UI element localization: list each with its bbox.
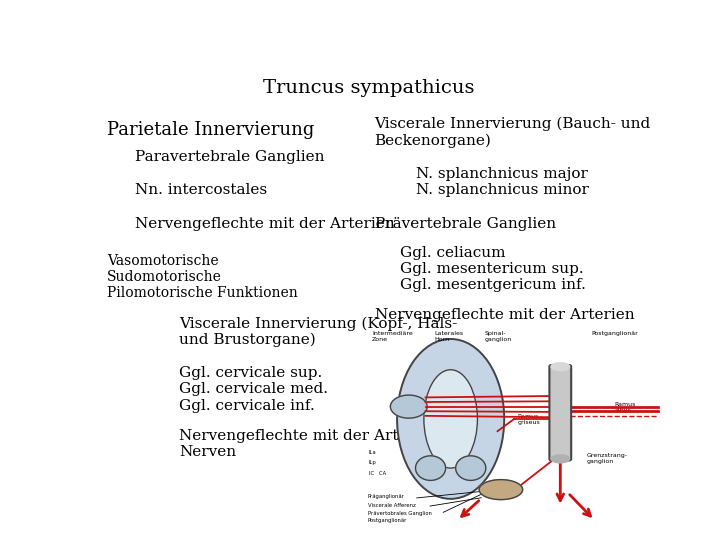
Text: N. splanchnicus major
N. splanchnicus minor: N. splanchnicus major N. splanchnicus mi… <box>416 167 589 197</box>
Ellipse shape <box>551 363 570 370</box>
Text: Nervengeflechte mit der Arterien: Nervengeflechte mit der Arterien <box>374 308 634 322</box>
Ellipse shape <box>424 370 477 468</box>
Text: Ggl. celiacum
Ggl. mesentericum sup.
Ggl. mesentgericum inf.: Ggl. celiacum Ggl. mesentericum sup. Ggl… <box>400 246 585 292</box>
Text: Nervengeflechte mit der Arterien,
Nerven: Nervengeflechte mit der Arterien, Nerven <box>179 429 444 459</box>
Text: Nn. intercostales: Nn. intercostales <box>135 183 267 197</box>
Text: Präganglionär: Präganglionär <box>368 494 405 499</box>
Text: Grenzstrang-
ganglion: Grenzstrang- ganglion <box>586 453 627 463</box>
Text: Prävertobrales Ganglion: Prävertobrales Ganglion <box>368 510 431 516</box>
Text: Viscerale Innervierung (Kopf-, Hals-
und Brustorgane): Viscerale Innervierung (Kopf-, Hals- und… <box>179 316 457 347</box>
Text: Postganglionär: Postganglionär <box>368 518 407 523</box>
Text: Postganglionär: Postganglionär <box>591 332 638 336</box>
Text: ILp: ILp <box>369 461 377 465</box>
Ellipse shape <box>415 456 446 481</box>
Text: Viscerale Innervierung (Bauch- und
Beckenorgane): Viscerale Innervierung (Bauch- und Becke… <box>374 117 651 148</box>
Text: Intermediäre
Zone: Intermediäre Zone <box>372 332 413 342</box>
Text: Ramus
albus: Ramus albus <box>615 402 636 413</box>
Text: Laterales
Horn: Laterales Horn <box>434 332 463 342</box>
Text: Truncus sympathicus: Truncus sympathicus <box>264 79 474 97</box>
Ellipse shape <box>479 480 523 500</box>
Ellipse shape <box>390 395 427 418</box>
Text: Prävertebrale Ganglien: Prävertebrale Ganglien <box>374 217 556 231</box>
Text: Nervengeflechte mit der Arterien: Nervengeflechte mit der Arterien <box>135 217 395 231</box>
Ellipse shape <box>397 339 504 499</box>
Text: Parietale Innervierung: Parietale Innervierung <box>107 121 314 139</box>
Text: Ggl. cervicale sup.
Ggl. cervicale med.
Ggl. cervicale inf.: Ggl. cervicale sup. Ggl. cervicale med. … <box>179 366 328 413</box>
Text: IC   CA: IC CA <box>369 471 386 476</box>
Text: Viscerale Afferenz: Viscerale Afferenz <box>368 503 415 508</box>
Text: Ramus
griseus: Ramus griseus <box>518 414 540 425</box>
Text: Spinal-
ganglion: Spinal- ganglion <box>484 332 511 342</box>
Text: Vasomotorische
Sudomotorische
Pilomotorische Funktionen: Vasomotorische Sudomotorische Pilomotori… <box>107 254 297 300</box>
Ellipse shape <box>551 455 570 463</box>
Ellipse shape <box>456 456 486 481</box>
FancyBboxPatch shape <box>549 365 571 461</box>
Text: ILa: ILa <box>369 450 377 455</box>
Text: Paravertebrale Ganglien: Paravertebrale Ganglien <box>135 150 324 164</box>
